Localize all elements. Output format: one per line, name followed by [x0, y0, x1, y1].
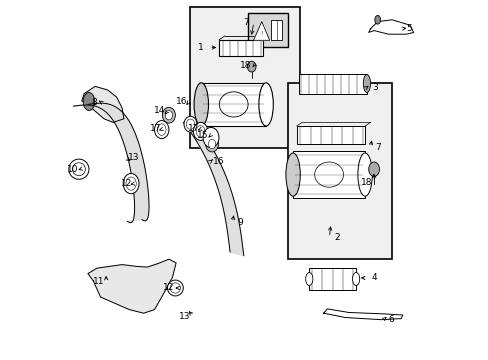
Text: 17: 17 — [187, 125, 199, 134]
Ellipse shape — [183, 116, 197, 132]
Ellipse shape — [363, 75, 370, 93]
Bar — [309, 268, 355, 290]
Polygon shape — [253, 22, 269, 40]
Ellipse shape — [305, 273, 312, 285]
Text: 5: 5 — [406, 24, 411, 33]
Text: 12: 12 — [163, 284, 174, 292]
Text: 11: 11 — [92, 277, 104, 286]
Ellipse shape — [374, 15, 380, 24]
Ellipse shape — [203, 127, 219, 148]
Bar — [296, 126, 365, 144]
Text: 15: 15 — [197, 131, 208, 140]
Ellipse shape — [162, 107, 175, 123]
Polygon shape — [81, 86, 123, 122]
Text: 12: 12 — [121, 179, 132, 188]
Ellipse shape — [186, 119, 194, 129]
Ellipse shape — [154, 121, 168, 139]
Text: 17: 17 — [149, 125, 161, 134]
Ellipse shape — [357, 153, 371, 196]
Ellipse shape — [157, 124, 166, 135]
Text: 7: 7 — [243, 18, 248, 27]
Polygon shape — [73, 103, 149, 222]
Text: 1: 1 — [198, 43, 204, 52]
Polygon shape — [88, 259, 176, 313]
Text: 4: 4 — [371, 274, 377, 282]
Ellipse shape — [72, 163, 85, 176]
Text: 18: 18 — [240, 61, 251, 70]
Text: 10: 10 — [66, 165, 78, 174]
Ellipse shape — [368, 162, 379, 176]
Ellipse shape — [193, 122, 207, 140]
Text: !: ! — [260, 31, 263, 36]
Ellipse shape — [258, 83, 273, 126]
Text: 14: 14 — [154, 107, 165, 116]
Ellipse shape — [69, 159, 89, 179]
Text: 6: 6 — [387, 315, 393, 324]
Ellipse shape — [83, 93, 95, 111]
Bar — [219, 40, 262, 56]
Bar — [271, 20, 282, 40]
Bar — [201, 83, 265, 126]
Ellipse shape — [123, 174, 139, 194]
Ellipse shape — [285, 153, 300, 196]
Text: 9: 9 — [237, 218, 243, 227]
Ellipse shape — [352, 273, 359, 285]
Text: 13: 13 — [127, 153, 139, 162]
Ellipse shape — [170, 283, 180, 293]
Text: 18: 18 — [361, 179, 372, 188]
Ellipse shape — [247, 61, 256, 72]
Ellipse shape — [196, 126, 204, 137]
Text: 7: 7 — [375, 143, 381, 152]
Text: 3: 3 — [371, 83, 377, 92]
Text: 16: 16 — [212, 157, 224, 166]
Text: 8: 8 — [91, 98, 97, 107]
Text: 16: 16 — [175, 97, 187, 106]
Bar — [247, 13, 287, 47]
Ellipse shape — [165, 111, 172, 120]
Polygon shape — [368, 20, 413, 34]
Ellipse shape — [314, 162, 343, 187]
Ellipse shape — [219, 92, 247, 117]
Polygon shape — [323, 309, 402, 320]
Ellipse shape — [205, 136, 218, 152]
Bar — [298, 74, 366, 94]
Ellipse shape — [167, 280, 183, 296]
Ellipse shape — [208, 139, 215, 149]
Text: 2: 2 — [334, 233, 340, 242]
Bar — [292, 151, 365, 198]
Text: 13: 13 — [179, 312, 190, 321]
Ellipse shape — [194, 83, 208, 126]
Bar — [190, 7, 300, 148]
Bar — [287, 83, 391, 259]
Ellipse shape — [126, 177, 136, 190]
Polygon shape — [183, 122, 244, 256]
